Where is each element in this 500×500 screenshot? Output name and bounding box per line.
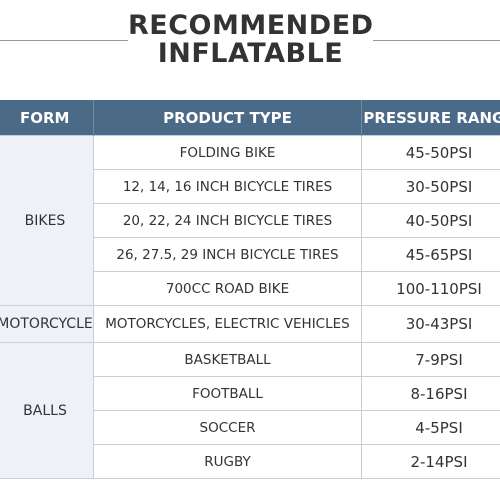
header-form: FORM xyxy=(0,100,94,136)
pressure-cell: 30-50PSI xyxy=(361,169,500,204)
product-cell: SOCCER xyxy=(93,410,362,445)
page-title: RECOMMENDED INFLATABLE xyxy=(128,12,373,68)
table-row: SOCCER 4-5PSI xyxy=(0,410,500,445)
pressure-table-container: FORM PRODUCT TYPE PRESSURE RANGE BIKES F… xyxy=(0,100,500,485)
table-row: 12, 14, 16 INCH BICYCLE TIRES 30-50PSI xyxy=(0,169,500,204)
product-cell: 26, 27.5, 29 INCH BICYCLE TIRES xyxy=(93,237,362,272)
product-cell: MOTORCYCLES, ELECTRIC VEHICLES xyxy=(93,305,362,343)
pressure-cell: 8-16PSI xyxy=(361,376,500,411)
product-cell: 700CC ROAD BIKE xyxy=(93,271,362,306)
product-cell: RUGBY xyxy=(93,444,362,479)
pressure-cell: 45-50PSI xyxy=(361,135,500,170)
pressure-cell: 4-5PSI xyxy=(361,410,500,445)
table-row: BALLS BASKETBALL 7-9PSI xyxy=(0,342,500,479)
table-row: MOTORCYCLE MOTORCYCLES, ELECTRIC VEHICLE… xyxy=(0,305,500,343)
product-cell: 12, 14, 16 INCH BICYCLE TIRES xyxy=(93,169,362,204)
table-row: BIKES FOLDING BIKE 45-50PSI xyxy=(0,135,500,306)
product-cell: FOOTBALL xyxy=(93,376,362,411)
pressure-cell: 40-50PSI xyxy=(361,203,500,238)
table-row: 700CC ROAD BIKE 100-110PSI xyxy=(0,271,500,306)
title-divider-right xyxy=(373,40,500,41)
form-cell-balls: BALLS xyxy=(0,342,94,479)
table-header-row: FORM PRODUCT TYPE PRESSURE RANGE xyxy=(0,100,500,136)
pressure-cell: 45-65PSI xyxy=(361,237,500,272)
pressure-cell: 100-110PSI xyxy=(361,271,500,306)
form-cell-motorcycle: MOTORCYCLE xyxy=(0,305,94,343)
form-cell-bikes: BIKES xyxy=(0,135,94,306)
pressure-cell: 30-43PSI xyxy=(361,305,500,343)
header-product-type: PRODUCT TYPE xyxy=(93,100,362,136)
title-divider-left xyxy=(0,40,128,41)
product-cell: 20, 22, 24 INCH BICYCLE TIRES xyxy=(93,203,362,238)
pressure-cell: 7-9PSI xyxy=(361,342,500,377)
table-row: 26, 27.5, 29 INCH BICYCLE TIRES 45-65PSI xyxy=(0,237,500,272)
title-area: RECOMMENDED INFLATABLE xyxy=(0,0,500,100)
pressure-table: FORM PRODUCT TYPE PRESSURE RANGE BIKES F… xyxy=(0,100,500,479)
product-cell: FOLDING BIKE xyxy=(93,135,362,170)
header-pressure-range: PRESSURE RANGE xyxy=(361,100,500,136)
title-line-2: INFLATABLE xyxy=(157,38,344,69)
table-row: FOOTBALL 8-16PSI xyxy=(0,376,500,411)
table-row: RUGBY 2-14PSI xyxy=(0,444,500,479)
pressure-cell: 2-14PSI xyxy=(361,444,500,479)
product-cell: BASKETBALL xyxy=(93,342,362,377)
title-line-1: RECOMMENDED xyxy=(128,10,374,41)
